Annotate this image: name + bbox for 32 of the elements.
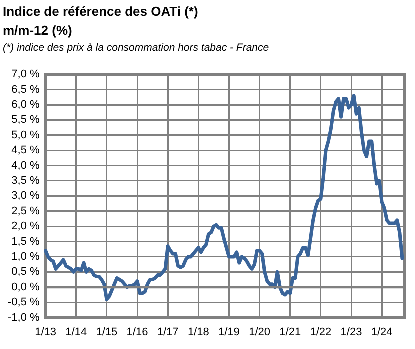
- y-tick-label: 2,5 %: [12, 205, 40, 218]
- y-tick-label: 2,0 %: [12, 220, 40, 233]
- x-tick-label: 1/19: [218, 326, 240, 338]
- y-tick-label: 4,5 %: [12, 144, 40, 157]
- y-tick-label: 0,5 %: [12, 266, 40, 278]
- y-tick-label: 0,0 %: [12, 281, 40, 294]
- chart-title: Indice de référence des OATi (*): [3, 4, 198, 19]
- x-tick-label: 1/13: [35, 326, 56, 338]
- x-tick-label: 1/24: [371, 326, 393, 338]
- x-tick-label: 1/18: [188, 326, 210, 338]
- y-tick-label: 5,5 %: [12, 114, 40, 126]
- x-tick-label: 1/22: [310, 326, 332, 338]
- x-tick-label: 1/16: [126, 326, 148, 338]
- x-tick-label: 1/21: [280, 326, 302, 338]
- x-tick-label: 1/17: [157, 326, 179, 338]
- y-tick-label: -1,0 %: [8, 312, 40, 324]
- y-tick-label: 6,5 %: [12, 84, 40, 96]
- y-tick-label: -0,5 %: [8, 296, 40, 309]
- x-tick-label: 1/20: [249, 326, 270, 338]
- y-tick-label: 4,0 %: [12, 160, 40, 172]
- y-tick-label: 3,5 %: [12, 175, 40, 188]
- x-tick-label: 1/23: [340, 326, 362, 338]
- text: (*) indice des prix à la consommation hors tabac - France: [3, 42, 270, 54]
- y-tick-label: 6,0 %: [12, 99, 40, 112]
- y-tick-label: 1,0 %: [12, 251, 40, 264]
- y-tick-label: 1,5 %: [12, 236, 40, 248]
- x-tick-label: 1/14: [66, 326, 88, 338]
- chart-subtitle: m/m-12 (%): [3, 23, 72, 38]
- y-tick-label: 7,0 %: [12, 68, 40, 81]
- y-tick-label: 5,0 %: [12, 129, 40, 142]
- y-tick-label: 3,0 %: [12, 190, 40, 202]
- x-tick-label: 1/15: [96, 326, 118, 338]
